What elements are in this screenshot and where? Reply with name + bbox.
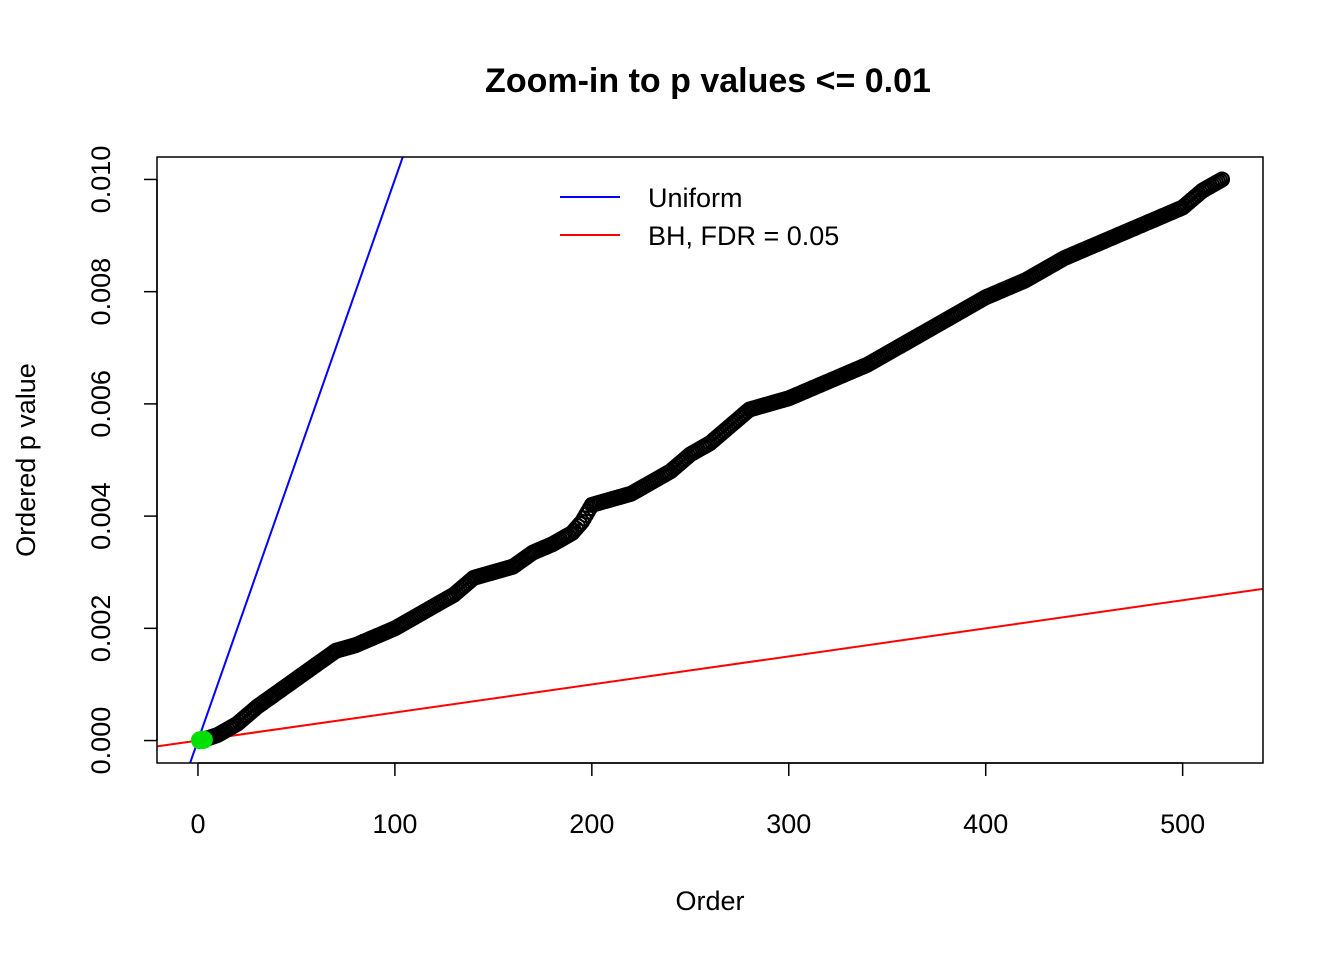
chart-title: Zoom-in to p values <= 0.01 bbox=[485, 62, 931, 100]
significant-point bbox=[194, 730, 213, 749]
y-tick-label: 0.008 bbox=[86, 258, 116, 326]
y-axis: 0.000 0.002 0.004 0.006 0.008 0.010 bbox=[86, 146, 158, 775]
significant-points bbox=[190, 730, 213, 750]
y-tick-label: 0.002 bbox=[86, 595, 116, 663]
data-point bbox=[1214, 171, 1231, 188]
legend: Uniform BH, FDR = 0.05 bbox=[560, 183, 839, 251]
x-tick-label: 300 bbox=[766, 809, 811, 839]
x-tick-label: 400 bbox=[963, 809, 1008, 839]
legend-label: Uniform bbox=[648, 183, 743, 213]
x-tick-label: 0 bbox=[190, 809, 205, 839]
y-tick-label: 0.006 bbox=[86, 370, 116, 438]
legend-label: BH, FDR = 0.05 bbox=[648, 221, 839, 251]
x-axis: 0 100 200 300 400 500 bbox=[190, 762, 1205, 839]
x-axis-label: Order bbox=[675, 886, 744, 916]
data-points bbox=[191, 171, 1231, 748]
x-tick-label: 100 bbox=[372, 809, 417, 839]
y-tick-label: 0.004 bbox=[86, 482, 116, 550]
reference-line-bh bbox=[157, 587, 1263, 748]
reference-lines bbox=[157, 157, 1263, 763]
y-axis-label: Ordered p value bbox=[11, 363, 41, 557]
x-tick-label: 500 bbox=[1160, 809, 1205, 839]
y-tick-label: 0.000 bbox=[86, 707, 116, 775]
x-tick-label: 200 bbox=[569, 809, 614, 839]
reference-line-uniform bbox=[189, 157, 404, 763]
y-tick-label: 0.010 bbox=[86, 146, 116, 214]
